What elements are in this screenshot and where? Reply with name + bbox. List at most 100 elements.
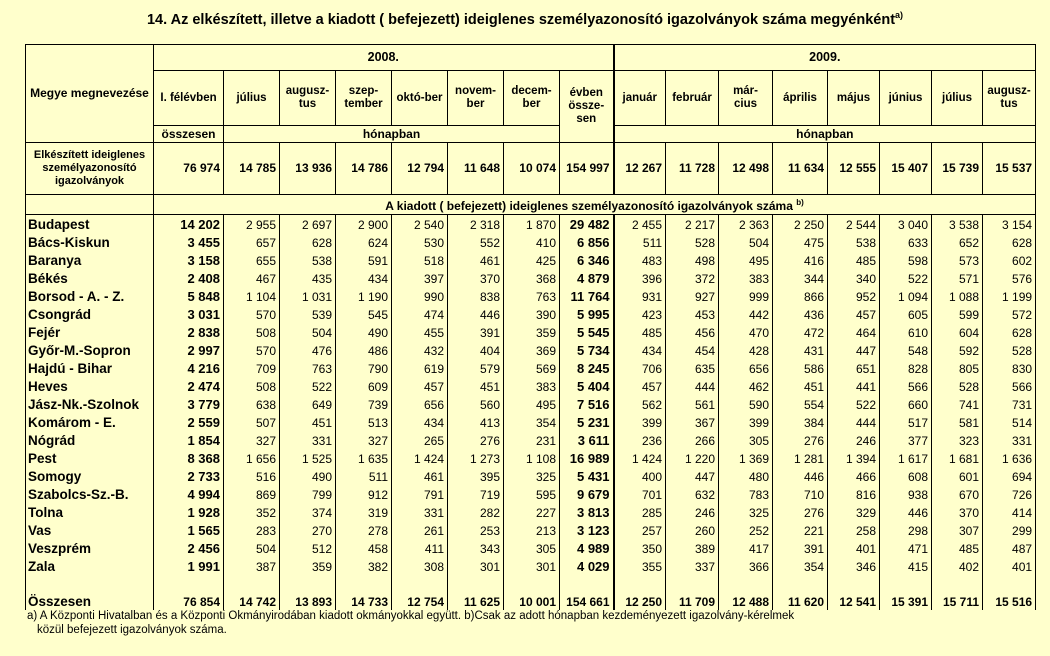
cell-value: 423 <box>612 306 667 324</box>
prepared-value: 11 634 <box>772 142 829 195</box>
cell-value: 367 <box>665 414 720 432</box>
cell-value: 462 <box>718 378 774 396</box>
cell-value: 457 <box>391 378 448 396</box>
county-name: Bács-Kiskun <box>25 234 154 252</box>
cell-value: 270 <box>279 522 336 540</box>
cell-value: 604 <box>931 324 984 342</box>
cell-value: 2 456 <box>153 540 224 558</box>
cell-value: 1 281 <box>772 450 829 468</box>
cell-value: 425 <box>503 252 560 270</box>
county-name: Jász-Nk.-Szolnok <box>25 396 154 414</box>
table-row: Tolna 1 928 352 374 319 331 282 227 3 813 285 246 3… <box>25 504 1037 522</box>
cell-value: 495 <box>503 396 560 414</box>
cell-value: 246 <box>665 504 720 522</box>
cell-value: 278 <box>335 522 392 540</box>
cell-value: 601 <box>931 468 984 486</box>
county-name: Veszprém <box>25 540 154 558</box>
cell-value: 261 <box>391 522 448 540</box>
cell-value: 656 <box>391 396 448 414</box>
cell-value: 1 190 <box>335 288 392 306</box>
month-header: május <box>827 70 881 126</box>
cell-value: 11 764 <box>558 288 615 306</box>
cell-value: 763 <box>279 360 336 378</box>
cell-value: 628 <box>982 234 1037 252</box>
cell-value: 783 <box>718 486 774 504</box>
cell-value: 415 <box>879 558 933 576</box>
county-name: Szabolcs-Sz.-B. <box>25 486 154 504</box>
prepared-value: 12 794 <box>391 142 448 195</box>
cell-value: 2 250 <box>772 214 829 234</box>
cell-value: 561 <box>665 396 720 414</box>
prepared-value: 14 785 <box>223 142 280 195</box>
cell-value: 1 991 <box>153 558 224 576</box>
cell-value: 447 <box>827 342 881 360</box>
cell-value: 595 <box>503 486 560 504</box>
cell-value: 236 <box>612 432 667 450</box>
cell-value: 227 <box>503 504 560 522</box>
table-row: Somogy 2 733 516 490 511 461 395 325 5 431 400 447… <box>25 468 1037 486</box>
prepared-value: 15 407 <box>879 142 933 195</box>
cell-value: 709 <box>223 360 280 378</box>
prepared-value: 12 498 <box>718 142 774 195</box>
prepared-value: 14 786 <box>335 142 392 195</box>
table-row: Szabolcs-Sz.-B. 4 994 869 799 912 791 719 595 9 … <box>25 486 1037 504</box>
cell-value: 1 394 <box>827 450 881 468</box>
cell-value: 455 <box>391 324 448 342</box>
cell-value: 372 <box>665 270 720 288</box>
cell-value: 3 031 <box>153 306 224 324</box>
cell-value: 323 <box>931 432 984 450</box>
cell-value: 5 848 <box>153 288 224 306</box>
cell-value: 3 779 <box>153 396 224 414</box>
cell-value: 2 455 <box>612 214 667 234</box>
cell-value: 1 424 <box>612 450 667 468</box>
cell-value: 539 <box>279 306 336 324</box>
cell-value: 350 <box>612 540 667 558</box>
cell-value: 490 <box>335 324 392 342</box>
cell-value: 276 <box>447 432 504 450</box>
cell-value: 411 <box>391 540 448 558</box>
cell-value: 706 <box>612 360 667 378</box>
table-row: Győr-M.-Sopron 2 997 570 476 486 432 404 369 5 7… <box>25 342 1037 360</box>
cell-value: 927 <box>665 288 720 306</box>
county-name: Pest <box>25 450 154 468</box>
county-name: Hajdú - Bihar <box>25 360 154 378</box>
cell-value: 354 <box>503 414 560 432</box>
cell-value: 283 <box>223 522 280 540</box>
cell-value: 495 <box>718 252 774 270</box>
cell-value: 221 <box>772 522 829 540</box>
county-header: Megye megnevezése <box>25 44 154 143</box>
month-header: augusz-tus <box>279 70 336 126</box>
cell-value: 1 870 <box>503 214 560 234</box>
cell-value: 257 <box>612 522 667 540</box>
cell-value: 451 <box>772 378 829 396</box>
cell-value: 16 989 <box>558 450 615 468</box>
cell-value: 3 040 <box>879 214 933 234</box>
table-row: Budapest 14 202 2 955 2 697 2 900 2 540 2 318 1… <box>25 214 1037 234</box>
cell-value: 472 <box>772 324 829 342</box>
cell-value: 701 <box>612 486 667 504</box>
cell-value: 399 <box>612 414 667 432</box>
cell-value: 1 369 <box>718 450 774 468</box>
cell-value: 599 <box>931 306 984 324</box>
cell-value: 1 928 <box>153 504 224 522</box>
cell-value: 1 636 <box>982 450 1037 468</box>
year-2008-header: 2008. <box>152 44 615 71</box>
statistics-table: Megye megnevezése 2008. 2009. I. félévbe… <box>25 44 1037 610</box>
cell-value: 395 <box>447 468 504 486</box>
footnote-line: közül befejezett igazolványok száma. <box>37 624 227 636</box>
cell-value: 508 <box>223 378 280 396</box>
cell-value: 154 661 <box>558 576 615 610</box>
table-row: Jász-Nk.-Szolnok 3 779 638 649 739 656 560 495 7… <box>25 396 1037 414</box>
cell-value: 305 <box>503 540 560 558</box>
cell-value: 624 <box>335 234 392 252</box>
cell-value: 608 <box>879 468 933 486</box>
cell-value: 475 <box>772 234 829 252</box>
table-row: Összesen 76 854 14 742 13 893 14 733 12 754 11… <box>25 576 1037 610</box>
cell-value: 457 <box>827 306 881 324</box>
table-row: Veszprém 2 456 504 512 458 411 343 305 4 989 350 3… <box>25 540 1037 558</box>
cell-value: 4 989 <box>558 540 615 558</box>
county-name: Zala <box>25 558 154 576</box>
issued-header: A kiadott ( befejezett) ideiglenes szemé… <box>152 194 1037 215</box>
cell-value: 1 088 <box>931 288 984 306</box>
month-header: január <box>612 70 667 126</box>
